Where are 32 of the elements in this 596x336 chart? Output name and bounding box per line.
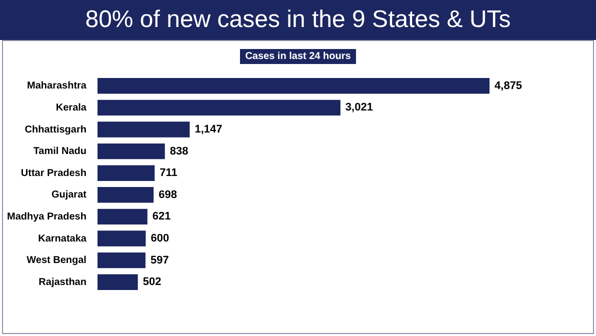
bar: [97, 100, 340, 116]
bar: [97, 252, 146, 268]
data-label: 3,021: [345, 102, 373, 114]
y-tick-label: Uttar Pradesh: [20, 168, 86, 179]
data-label: 4,875: [494, 80, 522, 92]
chart-title: 80% of new cases in the 9 States & UTs: [0, 0, 596, 40]
y-tick-label: Karnataka: [38, 233, 87, 244]
data-label: 711: [160, 167, 178, 180]
chart-subtitle: Cases in last 24 hours: [240, 49, 356, 64]
bar: [97, 165, 155, 181]
y-tick-label: Chhattisgarh: [24, 124, 86, 136]
y-tick-label: Maharashtra: [27, 80, 87, 92]
data-label: 600: [150, 232, 170, 245]
data-label: 597: [150, 254, 169, 266]
bar: [97, 230, 146, 246]
data-label: 698: [158, 188, 177, 201]
y-tick-label: West Bengal: [26, 255, 87, 266]
bar: [97, 122, 190, 138]
bar: [97, 143, 165, 160]
data-label: 502: [142, 276, 162, 288]
y-tick-label: Madhya Pradesh: [6, 211, 86, 222]
y-tick-label: Tamil Nadu: [33, 146, 86, 158]
y-tick-label: Rajasthan: [38, 276, 86, 288]
bar: [97, 78, 490, 94]
bar: [97, 187, 154, 203]
y-tick-label: Gujarat: [51, 190, 88, 201]
data-label: 621: [152, 210, 171, 223]
bar: [97, 208, 148, 225]
bar: [97, 274, 138, 290]
data-label: 838: [170, 145, 188, 158]
data-label: 1,147: [194, 124, 222, 136]
y-tick-label: Kerala: [56, 102, 87, 114]
